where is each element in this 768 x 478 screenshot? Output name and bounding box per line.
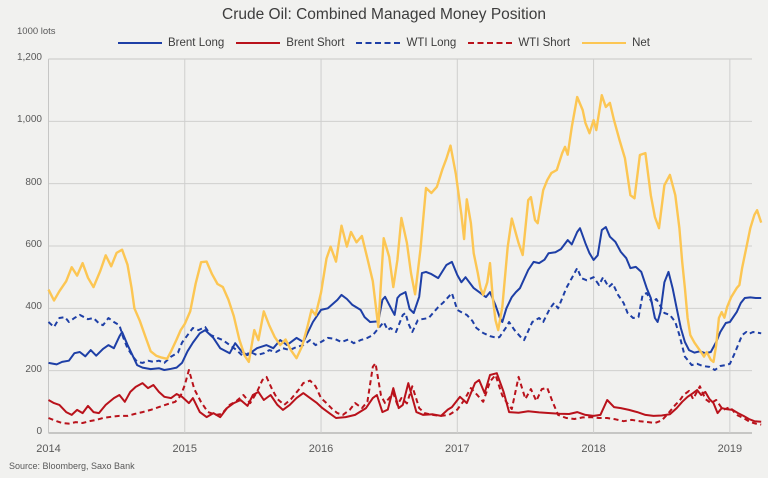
legend-item-wti-short: WTI Short xyxy=(468,37,570,49)
legend: Brent Long Brent Short WTI Long WTI Short Ne… xyxy=(0,37,768,49)
legend-item-wti-long: WTI Long xyxy=(356,37,456,49)
y-tick-label: 800 xyxy=(25,176,42,188)
legend-label: Brent Long xyxy=(168,37,225,49)
series-line-wti-long xyxy=(47,267,762,371)
legend-label: Net xyxy=(632,37,650,49)
legend-item-brent-long: Brent Long xyxy=(118,37,224,49)
legend-item-brent-short: Brent Short xyxy=(236,37,344,49)
legend-swatch-dashed xyxy=(356,42,401,44)
y-axis-units-label: 1000 lots xyxy=(17,26,56,37)
legend-swatch-solid xyxy=(236,42,281,44)
y-tick-label: 1,000 xyxy=(16,114,42,126)
x-tick-label: 2015 xyxy=(172,443,197,455)
legend-item-net: Net xyxy=(582,37,650,49)
y-tick-label: 400 xyxy=(25,301,42,313)
x-tick-label: 2017 xyxy=(445,443,470,455)
series-line-brent-long xyxy=(48,226,762,371)
y-tick-label: 600 xyxy=(25,239,42,250)
chart-title: Crude Oil: Combined Managed Money Positi… xyxy=(222,6,546,23)
x-tick-label: 2014 xyxy=(36,443,61,455)
y-tick-label: 200 xyxy=(25,363,42,375)
y-tick-label: 1,200 xyxy=(16,52,42,63)
x-tick-label: 2016 xyxy=(308,443,334,455)
series-line-brent-short xyxy=(48,372,762,423)
x-tick-label: 2019 xyxy=(717,443,743,455)
legend-swatch-solid xyxy=(118,42,163,44)
source-note: Source: Bloomberg, Saxo Bank xyxy=(9,461,135,471)
series-line-net xyxy=(47,93,763,364)
legend-swatch-solid xyxy=(582,42,627,44)
series-line-wti-short xyxy=(48,362,762,426)
y-tick-label: 0 xyxy=(36,426,42,437)
x-tick-label: 2018 xyxy=(581,443,606,455)
legend-label: WTI Long xyxy=(406,37,457,49)
legend-label: WTI Short xyxy=(518,37,571,49)
legend-swatch-dashed xyxy=(468,42,513,44)
legend-label: Brent Short xyxy=(286,37,345,49)
